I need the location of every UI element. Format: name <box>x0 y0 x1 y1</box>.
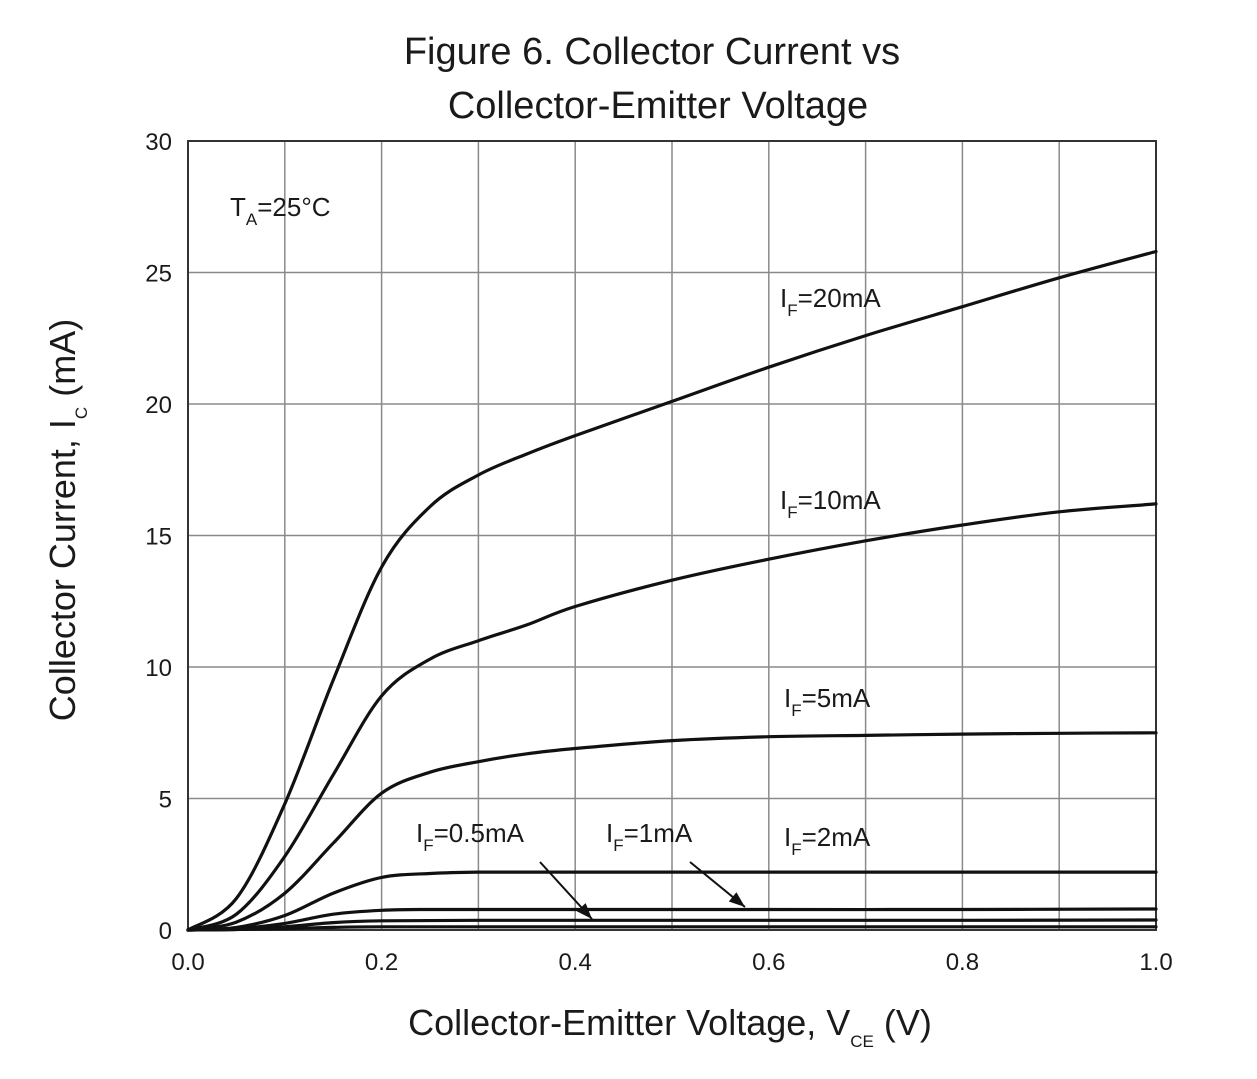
arrow-if-0-5ma <box>539 861 593 920</box>
series-line-if-2ma <box>186 870 1158 932</box>
series-label-if-2ma: IF=2mA <box>784 822 871 859</box>
x-tick-label: 1.0 <box>1139 949 1172 976</box>
series-label-if-20ma: IF=20mA <box>780 283 881 320</box>
y-axis-label-unit: (mA) <box>42 319 83 407</box>
x-tick-label: 0.6 <box>752 949 785 976</box>
series-label-if-5ma: IF=5mA <box>784 683 871 720</box>
arrow-if-1ma <box>689 861 746 908</box>
series-label-if-10ma: IF=10mA <box>780 485 881 522</box>
condition-sub: A <box>246 210 258 229</box>
x-axis-label-sub: CE <box>850 1032 874 1051</box>
series-label-if-0-5ma: IF=0.5mA <box>416 818 525 855</box>
condition-rest: =25°C <box>257 192 330 222</box>
plot-frame <box>187 140 1157 931</box>
y-tick-label: 20 <box>145 392 172 419</box>
x-axis-label: Collector-Emitter Voltage, VCE (V) <box>408 1002 932 1051</box>
y-tick-label: 0 <box>159 918 172 945</box>
series-line-if-10ma <box>186 502 1158 932</box>
y-axis-label-main: Collector Current, I <box>42 419 83 721</box>
condition-main: T <box>230 192 246 222</box>
x-axis-label-unit: (V) <box>874 1002 932 1043</box>
series-line-if-20ma <box>186 249 1158 932</box>
x-ticks: 0.0 0.2 0.4 0.6 0.8 1.0 <box>171 949 1172 976</box>
y-axis-label: Collector Current, IC (mA) <box>42 319 91 721</box>
y-axis-label-sub: C <box>72 407 91 419</box>
y-tick-label: 15 <box>145 524 172 551</box>
x-tick-label: 0.2 <box>365 949 398 976</box>
x-tick-label: 0.0 <box>171 949 204 976</box>
chart-title-line2: Collector-Emitter Voltage <box>448 85 868 127</box>
y-tick-label: 5 <box>159 787 172 814</box>
annotations: IF=20mA IF=10mA IF=5mA IF=2mA IF=1mA IF=0.5mA <box>416 283 881 920</box>
x-axis-label-main: Collector-Emitter Voltage, V <box>408 1002 850 1043</box>
series-line-if-5ma <box>186 731 1158 932</box>
y-ticks: 0 5 10 15 20 25 30 <box>145 129 172 945</box>
condition-label: TA=25°C <box>230 192 331 229</box>
chart-title-line1: Figure 6. Collector Current vs <box>404 31 900 73</box>
y-tick-label: 25 <box>145 261 172 288</box>
series-label-if-1ma: IF=1mA <box>606 818 693 855</box>
y-tick-label: 10 <box>145 655 172 682</box>
y-tick-label: 30 <box>145 129 172 156</box>
x-tick-label: 0.4 <box>559 949 592 976</box>
grid <box>188 141 1156 930</box>
x-tick-label: 0.8 <box>946 949 979 976</box>
curves <box>186 249 1158 932</box>
series-line-if-1ma <box>186 907 1158 932</box>
series-line-unlabeled <box>186 925 1158 932</box>
